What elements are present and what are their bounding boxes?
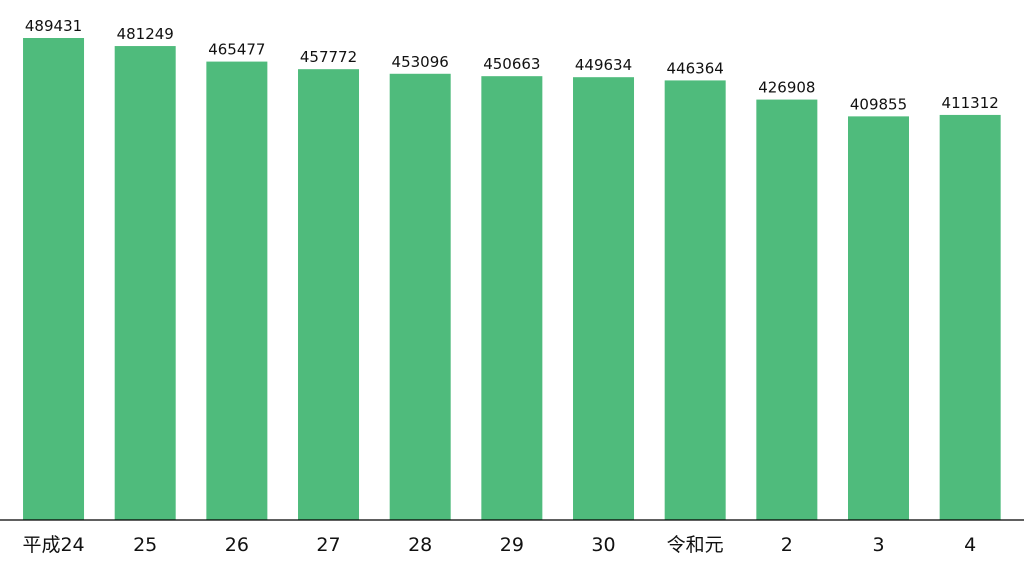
value-label: 446364: [667, 59, 724, 77]
x-tick-label: 2: [781, 534, 793, 556]
bar: [573, 77, 635, 521]
x-tick-label: 29: [500, 534, 524, 556]
x-tick-label: 4: [964, 534, 976, 556]
value-label: 449634: [575, 56, 632, 74]
x-tick-label: 26: [225, 534, 249, 556]
bar: [848, 116, 910, 521]
value-label: 457772: [300, 48, 357, 66]
value-label: 411312: [942, 94, 999, 112]
bar: [756, 99, 818, 520]
value-label: 453096: [392, 53, 449, 71]
value-label: 465477: [208, 41, 265, 59]
bar: [939, 114, 1001, 520]
bar: [114, 46, 176, 521]
value-label: 489431: [25, 17, 82, 35]
value-label: 481249: [117, 25, 174, 43]
value-label: 409855: [850, 95, 907, 113]
bar: [664, 80, 726, 520]
bar: [389, 73, 451, 520]
x-tick-label: 30: [591, 534, 615, 556]
value-label: 426908: [758, 79, 815, 97]
x-tick-label: 令和元: [667, 534, 724, 556]
x-tick-label: 25: [133, 534, 157, 556]
x-tick-label: 3: [872, 534, 884, 556]
bar: [23, 38, 85, 520]
x-tick-label: 28: [408, 534, 432, 556]
bar: [481, 76, 543, 521]
bar: [206, 61, 268, 521]
x-tick-label: 平成24: [22, 534, 84, 556]
x-tick-label: 27: [316, 534, 340, 556]
bar: [298, 69, 360, 521]
value-label: 450663: [483, 55, 540, 73]
